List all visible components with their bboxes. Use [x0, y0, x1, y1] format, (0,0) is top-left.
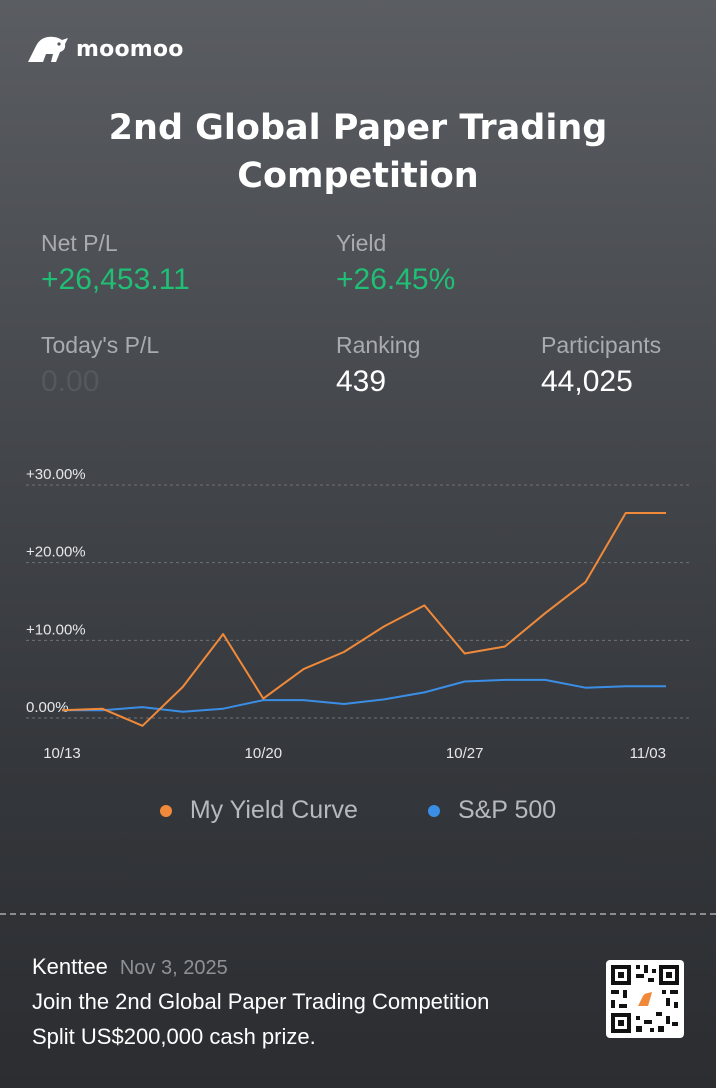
legend-label-my-yield: My Yield Curve	[189, 796, 358, 824]
footer-user: Kenttee Nov 3, 2025	[32, 954, 228, 980]
yield-chart: +30.00% +20.00% +10.00% 0.00% 10/13 10/20 10/…	[26, 466, 690, 762]
todays-pl-value: 0.00	[41, 365, 100, 398]
participants-value: 44,025	[541, 365, 633, 398]
todays-pl-label: Today's P/L	[41, 332, 160, 358]
x-tick-label: 10/20	[245, 745, 283, 762]
yield-value: +26.45%	[336, 263, 456, 296]
legend-my-yield: My Yield Curve	[159, 796, 358, 825]
ranking-label: Ranking	[336, 332, 421, 358]
y-tick-label: +20.00%	[26, 544, 86, 561]
legend-dot-blue	[427, 804, 440, 817]
series-line-s-p-500	[62, 678, 666, 713]
legend-label-sp500: S&P 500	[457, 796, 557, 824]
net-pl-stat: Net P/L +26,453.11	[41, 230, 190, 297]
title-line-2: Competition	[237, 156, 479, 196]
brand-name: moomoo	[76, 36, 184, 62]
y-tick-label: +30.00%	[26, 466, 86, 483]
chart-legend: My Yield Curve S&P 500	[0, 796, 716, 825]
post-date: Nov 3, 2025	[119, 957, 228, 979]
y-tick-label: +10.00%	[26, 621, 86, 638]
participants-label: Participants	[541, 332, 662, 358]
yield-stat: Yield +26.45%	[336, 230, 455, 297]
promo-line-1: Join the 2nd Global Paper Trading Compet…	[32, 989, 490, 1014]
ranking-stat: Ranking 439	[336, 332, 420, 399]
title-line-1: 2nd Global Paper Trading	[108, 108, 608, 148]
net-pl-value: +26,453.11	[41, 263, 190, 296]
moomoo-logo: moomoo	[26, 34, 184, 64]
x-tick-label: 11/03	[630, 745, 666, 762]
dashed-divider	[0, 913, 716, 915]
net-pl-label: Net P/L	[41, 230, 118, 256]
y-tick-label: 0.00%	[26, 699, 69, 716]
x-tick-label: 10/13	[43, 745, 81, 762]
username: Kenttee	[32, 954, 108, 979]
qr-code-graphic	[611, 965, 679, 1033]
bull-icon	[28, 36, 68, 62]
x-tick-label: 10/27	[446, 745, 484, 762]
todays-pl-stat: Today's P/L 0.00	[41, 332, 159, 399]
yield-label: Yield	[336, 230, 387, 256]
qr-code-icon[interactable]	[606, 960, 684, 1038]
participants-stat: Participants 44,025	[541, 332, 661, 399]
page-title: 2nd Global Paper Trading Competition	[0, 104, 716, 200]
legend-sp500: S&P 500	[427, 796, 557, 825]
series-line-my-yield-curve	[61, 512, 666, 727]
ranking-value: 439	[336, 365, 387, 398]
promo-line-2: Split US$200,000 cash prize.	[32, 1024, 316, 1049]
legend-dot-orange	[159, 804, 172, 817]
